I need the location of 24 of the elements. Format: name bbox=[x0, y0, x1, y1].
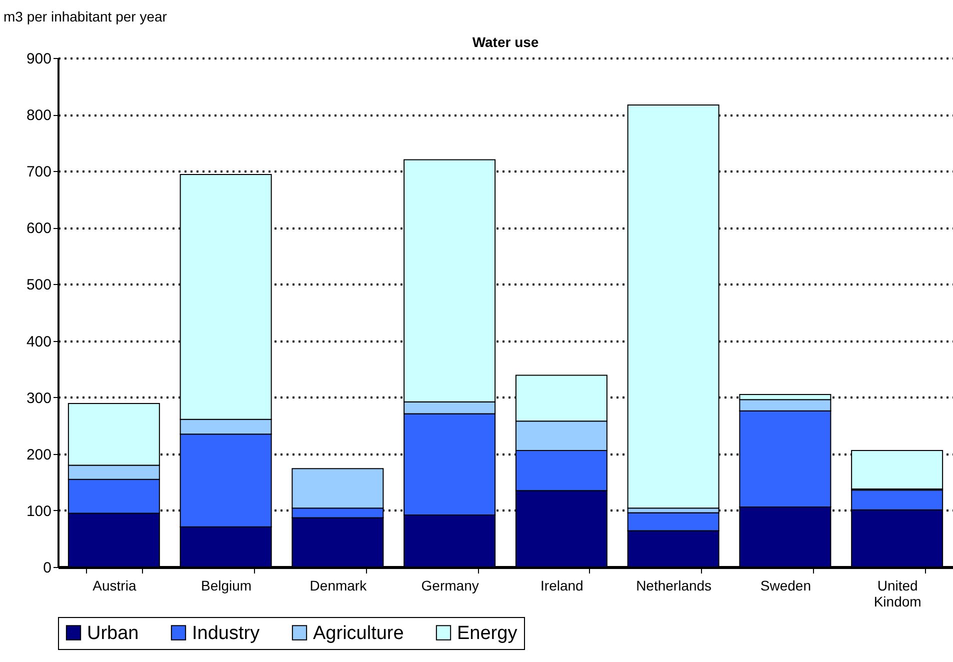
y-axis-title: m3 per inhabitant per year bbox=[4, 8, 168, 24]
x-tick-label: Germany bbox=[421, 578, 479, 594]
y-tick-label: 200 bbox=[26, 446, 52, 464]
x-tick-label: Austria bbox=[92, 578, 136, 594]
y-tick-label: 600 bbox=[26, 220, 52, 238]
x-tick-label: Netherlands bbox=[636, 578, 712, 594]
y-tick-label: 300 bbox=[26, 390, 52, 407]
y-tick-label: 400 bbox=[26, 333, 52, 350]
y-tick-label: 500 bbox=[26, 276, 52, 294]
legend-label: Urban bbox=[87, 622, 139, 644]
x-tick-label: Sweden bbox=[760, 578, 811, 594]
y-tick-label: 900 bbox=[26, 50, 52, 68]
x-tick-label: Ireland bbox=[540, 578, 584, 594]
legend-label: Industry bbox=[192, 622, 260, 644]
y-tick-label: 800 bbox=[26, 107, 52, 124]
y-tick-label: 0 bbox=[43, 560, 52, 576]
x-tick-label: Belgium bbox=[201, 578, 252, 594]
legend-label: Agriculture bbox=[313, 622, 404, 644]
x-tick-label: United Kindom bbox=[874, 578, 922, 610]
chart-title: Water use bbox=[472, 34, 539, 50]
legend-label: Energy bbox=[457, 622, 518, 644]
y-tick-label: 100 bbox=[26, 502, 52, 520]
y-tick-label: 700 bbox=[26, 164, 52, 181]
x-tick-label: Denmark bbox=[310, 578, 368, 594]
